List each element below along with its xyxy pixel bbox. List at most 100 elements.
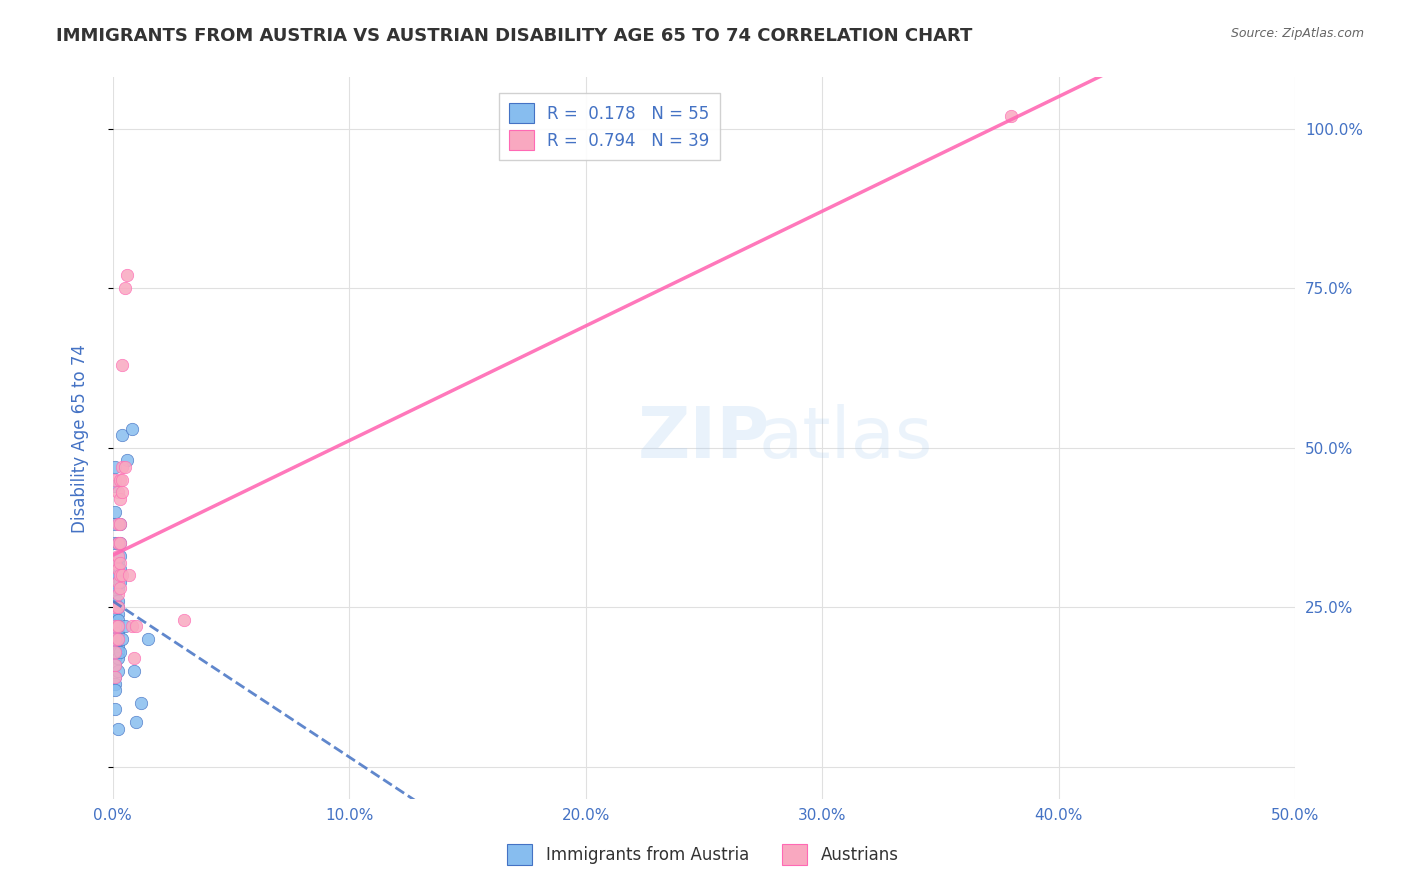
- Immigrants from Austria: [107, 536, 129, 550]
- Austrians: [104, 645, 127, 659]
- Immigrants from Austria: [136, 632, 159, 647]
- Austrians: [108, 517, 131, 532]
- Immigrants from Austria: [108, 645, 131, 659]
- Immigrants from Austria: [121, 421, 143, 435]
- Austrians: [108, 568, 131, 582]
- Austrians: [104, 632, 127, 647]
- Immigrants from Austria: [104, 613, 127, 627]
- Immigrants from Austria: [107, 619, 129, 633]
- Austrians: [107, 485, 129, 500]
- Immigrants from Austria: [108, 536, 131, 550]
- Austrians: [107, 632, 129, 647]
- Immigrants from Austria: [107, 594, 129, 608]
- Immigrants from Austria: [104, 536, 127, 550]
- Immigrants from Austria: [104, 479, 127, 493]
- Austrians: [107, 587, 129, 601]
- Austrians: [104, 600, 127, 615]
- Austrians: [107, 600, 129, 615]
- Text: Source: ZipAtlas.com: Source: ZipAtlas.com: [1230, 27, 1364, 40]
- Legend: Immigrants from Austria, Austrians: Immigrants from Austria, Austrians: [498, 834, 908, 875]
- Austrians: [114, 459, 136, 474]
- Austrians: [107, 562, 129, 576]
- Austrians: [111, 568, 134, 582]
- Immigrants from Austria: [107, 625, 129, 640]
- Immigrants from Austria: [104, 459, 127, 474]
- Austrians: [108, 581, 131, 595]
- Immigrants from Austria: [108, 562, 131, 576]
- Austrians: [125, 619, 148, 633]
- Immigrants from Austria: [104, 568, 127, 582]
- Immigrants from Austria: [104, 587, 127, 601]
- Austrians: [121, 619, 143, 633]
- Austrians: [118, 568, 141, 582]
- Immigrants from Austria: [104, 671, 127, 685]
- Immigrants from Austria: [107, 581, 129, 595]
- Austrians: [122, 651, 145, 665]
- Austrians: [104, 657, 127, 672]
- Immigrants from Austria: [107, 613, 129, 627]
- Immigrants from Austria: [114, 619, 136, 633]
- Austrians: [111, 485, 134, 500]
- Austrians: [108, 556, 131, 570]
- Text: ZIP: ZIP: [638, 403, 770, 473]
- Immigrants from Austria: [104, 677, 127, 691]
- Austrians: [107, 517, 129, 532]
- Y-axis label: Disability Age 65 to 74: Disability Age 65 to 74: [72, 343, 89, 533]
- Immigrants from Austria: [104, 702, 127, 716]
- Immigrants from Austria: [104, 651, 127, 665]
- Immigrants from Austria: [104, 639, 127, 653]
- Immigrants from Austria: [107, 600, 129, 615]
- Austrians: [107, 536, 129, 550]
- Immigrants from Austria: [104, 594, 127, 608]
- Austrians: [111, 473, 134, 487]
- Immigrants from Austria: [104, 625, 127, 640]
- Immigrants from Austria: [107, 607, 129, 621]
- Immigrants from Austria: [108, 517, 131, 532]
- Immigrants from Austria: [107, 639, 129, 653]
- Immigrants from Austria: [107, 568, 129, 582]
- Immigrants from Austria: [108, 549, 131, 564]
- Immigrants from Austria: [107, 651, 129, 665]
- Austrians: [1000, 109, 1022, 123]
- Austrians: [104, 473, 127, 487]
- Immigrants from Austria: [111, 632, 134, 647]
- Immigrants from Austria: [111, 428, 134, 442]
- Immigrants from Austria: [104, 600, 127, 615]
- Austrians: [107, 574, 129, 589]
- Text: IMMIGRANTS FROM AUSTRIA VS AUSTRIAN DISABILITY AGE 65 TO 74 CORRELATION CHART: IMMIGRANTS FROM AUSTRIA VS AUSTRIAN DISA…: [56, 27, 973, 45]
- Austrians: [104, 671, 127, 685]
- Immigrants from Austria: [104, 619, 127, 633]
- Immigrants from Austria: [107, 632, 129, 647]
- Immigrants from Austria: [125, 715, 148, 730]
- Austrians: [115, 268, 138, 283]
- Text: atlas: atlas: [759, 403, 934, 473]
- Austrians: [114, 281, 136, 295]
- Austrians: [107, 549, 129, 564]
- Immigrants from Austria: [104, 607, 127, 621]
- Austrians: [108, 491, 131, 506]
- Austrians: [173, 613, 195, 627]
- Immigrants from Austria: [122, 664, 145, 678]
- Immigrants from Austria: [115, 453, 138, 467]
- Austrians: [107, 619, 129, 633]
- Austrians: [111, 459, 134, 474]
- Immigrants from Austria: [107, 664, 129, 678]
- Immigrants from Austria: [104, 683, 127, 698]
- Immigrants from Austria: [104, 581, 127, 595]
- Legend: R =  0.178   N = 55, R =  0.794   N = 39: R = 0.178 N = 55, R = 0.794 N = 39: [499, 93, 720, 161]
- Immigrants from Austria: [107, 645, 129, 659]
- Austrians: [104, 556, 127, 570]
- Immigrants from Austria: [108, 574, 131, 589]
- Austrians: [104, 619, 127, 633]
- Austrians: [108, 536, 131, 550]
- Immigrants from Austria: [104, 504, 127, 518]
- Immigrants from Austria: [104, 517, 127, 532]
- Immigrants from Austria: [104, 556, 127, 570]
- Immigrants from Austria: [104, 632, 127, 647]
- Immigrants from Austria: [104, 657, 127, 672]
- Immigrants from Austria: [104, 645, 127, 659]
- Immigrants from Austria: [129, 696, 152, 710]
- Immigrants from Austria: [107, 556, 129, 570]
- Immigrants from Austria: [107, 722, 129, 736]
- Austrians: [108, 473, 131, 487]
